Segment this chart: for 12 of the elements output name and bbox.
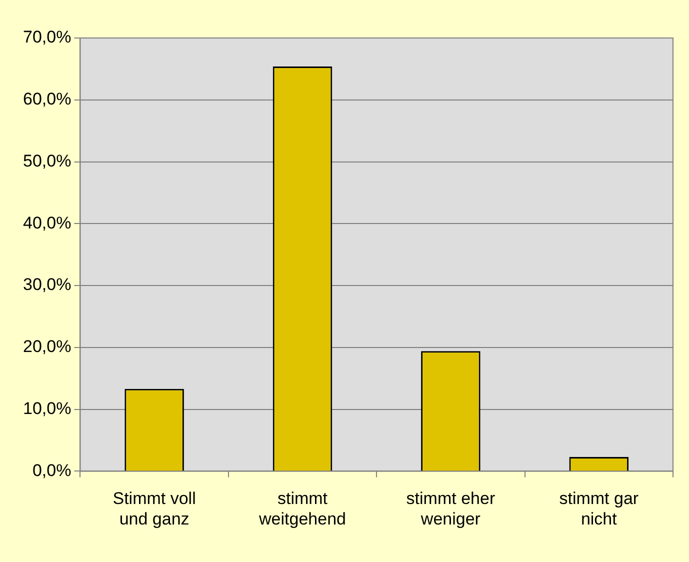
y-tick-label: 10,0% [23, 399, 72, 418]
x-tick-label: stimmt eher weniger [406, 489, 496, 528]
y-tick-label: 0,0% [32, 460, 72, 480]
x-tick-label: stimmt gar nicht [559, 489, 639, 528]
y-tick-label: 60,0% [23, 90, 72, 109]
y-tick-label: 40,0% [23, 213, 72, 232]
x-tick-label: Stimmt voll und ganz [112, 489, 196, 528]
y-tick-label: 70,0% [23, 28, 72, 47]
y-tick-label: 50,0% [23, 151, 72, 170]
x-tick-label: stimmt weitgehend [258, 489, 346, 528]
y-tick-label: 20,0% [23, 337, 72, 356]
y-tick-label: 30,0% [23, 275, 72, 294]
